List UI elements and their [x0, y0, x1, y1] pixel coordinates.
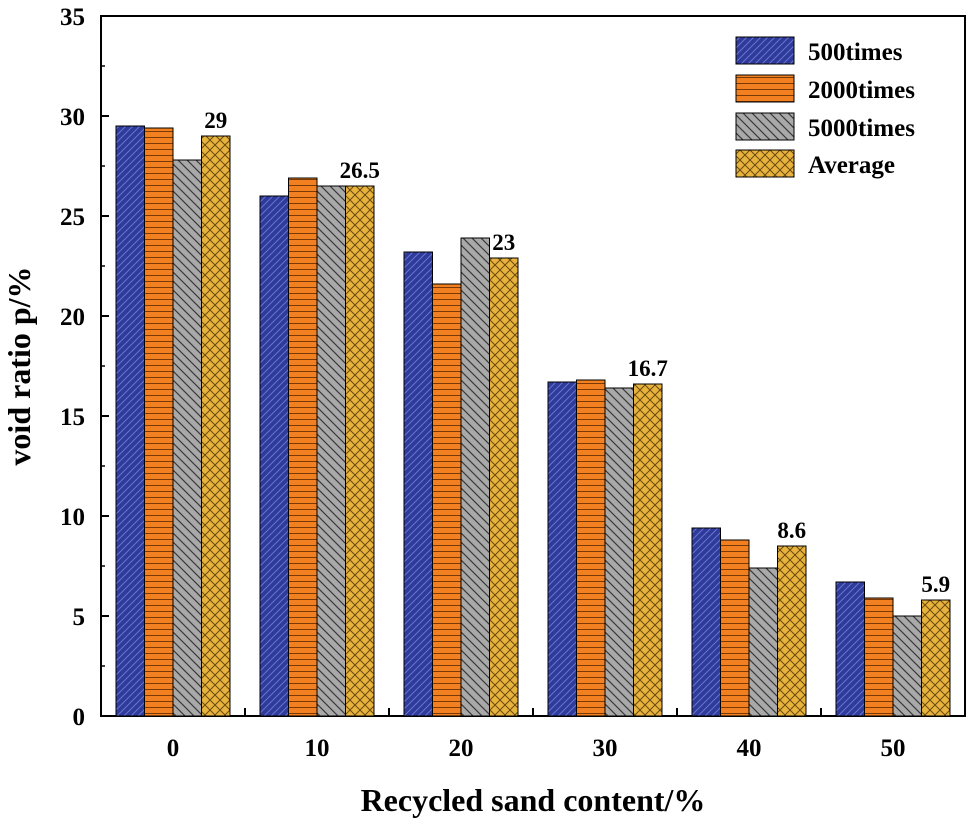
data-label-average-20: 23 [492, 230, 515, 255]
bar-5000times-10 [316, 185, 346, 717]
bars [115, 125, 951, 717]
y-tick-label: 25 [60, 204, 85, 231]
bar-5000times-40 [748, 567, 778, 717]
data-label-average-30: 16.7 [628, 356, 668, 381]
bar-average-40 [777, 545, 807, 717]
bar-5000times-20 [460, 237, 490, 717]
bar-2000times-20 [432, 283, 462, 717]
bar-average-30 [633, 383, 663, 717]
bar-2000times-0 [144, 127, 174, 717]
y-tick-label: 10 [60, 504, 85, 531]
bar-2000times-30 [576, 379, 606, 717]
y-tick-label: 35 [60, 4, 85, 31]
data-labels: 29 26.5 23 16.7 8.6 5.9 [204, 108, 950, 597]
data-label-average-40: 8.6 [777, 518, 806, 543]
axes: 0 5 10 15 20 25 30 35 0 10 20 30 40 50 [60, 4, 966, 762]
bar-average-50 [921, 599, 951, 717]
bar-5000times-0 [172, 159, 202, 717]
y-tick-label: 20 [60, 304, 85, 331]
x-tick-label: 0 [167, 735, 180, 762]
data-label-average-50: 5.9 [921, 572, 950, 597]
bar-500times-40 [691, 527, 721, 717]
x-tick-label: 20 [449, 735, 474, 762]
y-tick-label: 5 [73, 604, 86, 631]
bar-average-0 [201, 135, 231, 717]
legend-swatch-2000times [735, 74, 795, 103]
x-tick-label: 30 [593, 735, 618, 762]
bar-2000times-40 [720, 539, 750, 717]
legend-swatch-average [735, 149, 795, 178]
bar-5000times-50 [892, 615, 922, 717]
x-tick-label: 50 [881, 735, 906, 762]
legend: 500times 2000times 5000times Average [735, 36, 915, 179]
legend-swatch-500times [735, 36, 795, 65]
y-tick-label: 15 [60, 404, 85, 431]
x-tick-label: 40 [737, 735, 762, 762]
legend-label-5000times: 5000times [808, 115, 915, 142]
bar-500times-0 [115, 125, 145, 717]
bar-5000times-30 [604, 387, 634, 717]
legend-label-average: Average [808, 152, 895, 179]
x-axis-title: Recycled sand content/% [361, 782, 706, 818]
y-tick-label: 30 [60, 104, 85, 131]
bar-average-20 [489, 257, 519, 717]
legend-swatch-5000times [735, 112, 795, 141]
data-label-average-10: 26.5 [340, 158, 380, 183]
bar-500times-20 [403, 251, 433, 717]
data-label-average-0: 29 [204, 108, 227, 133]
bar-500times-10 [259, 195, 289, 717]
bar-2000times-10 [288, 177, 318, 717]
y-axis-title: void ratio p/% [1, 266, 37, 465]
legend-label-2000times: 2000times [808, 77, 915, 104]
bar-average-10 [345, 185, 375, 717]
legend-label-500times: 500times [808, 39, 903, 66]
x-tick-label: 10 [305, 735, 330, 762]
bar-500times-30 [547, 381, 577, 717]
bar-2000times-50 [864, 597, 894, 717]
y-tick-label: 0 [73, 704, 86, 731]
bar-500times-50 [835, 581, 865, 717]
